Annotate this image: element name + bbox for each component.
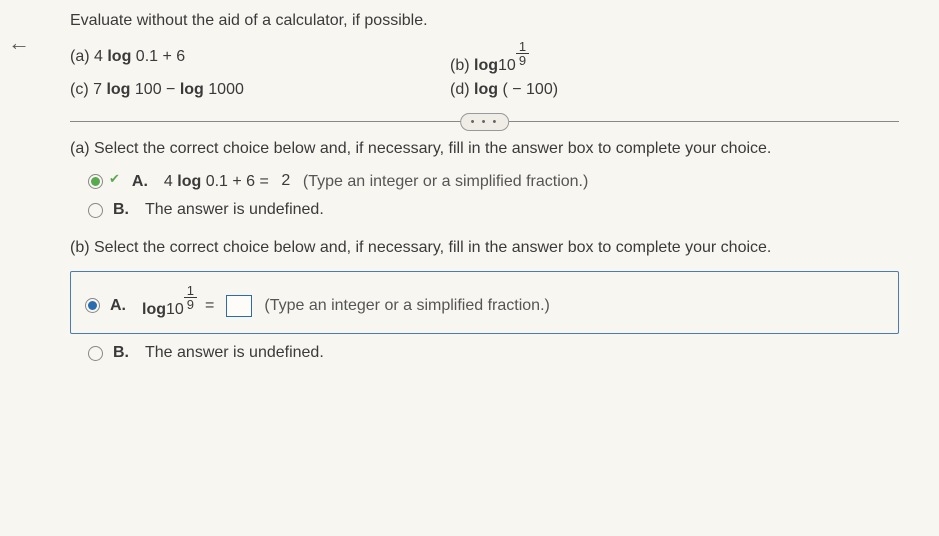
more-dots-icon[interactable]: • • •	[460, 113, 510, 131]
part-b-choice-a[interactable]: A. log 1019 = (Type an integer or a simp…	[85, 292, 884, 319]
choice-letter: A.	[110, 297, 128, 315]
problem-b: (b) log 1019	[450, 48, 899, 75]
problem-c: (c) 7 log 100 − log 1000	[70, 81, 450, 99]
choice-letter: A.	[132, 173, 150, 191]
radio-b-a[interactable]	[85, 298, 100, 313]
part-b-intro: (b) Select the correct choice below and,…	[70, 239, 899, 257]
choice-a-expr: 4 log 0.1 + 6 =	[164, 173, 269, 191]
prompt-text: Evaluate without the aid of a calculator…	[70, 12, 899, 30]
expr-log: log	[107, 48, 131, 65]
part-a-choice-a[interactable]: ✔ A. 4 log 0.1 + 6 = 2 (Type an integer …	[88, 172, 899, 191]
check-icon: ✔	[109, 171, 120, 187]
problem-d-label: (d)	[450, 81, 470, 98]
frac-den: 9	[184, 298, 197, 311]
problem-d: (d) log ( − 100)	[450, 81, 899, 99]
choice-hint: (Type an integer or a simplified fractio…	[303, 173, 588, 191]
problem-a: (a) 4 log 0.1 + 6	[70, 48, 450, 75]
problem-row-1: (a) 4 log 0.1 + 6 (b) log 1019	[70, 48, 899, 75]
choice-hint: (Type an integer or a simplified fractio…	[264, 297, 549, 315]
choice-bb-text: The answer is undefined.	[145, 344, 324, 362]
problem-a-label: (a)	[70, 48, 90, 65]
part-b-selected-group: A. log 1019 = (Type an integer or a simp…	[70, 271, 899, 334]
answer-value-a: 2	[277, 172, 295, 191]
problem-a-expr: 4 log 0.1 + 6	[94, 48, 185, 65]
radio-b-b[interactable]	[88, 346, 103, 361]
section-divider: • • •	[70, 121, 899, 122]
part-a-choice-b[interactable]: B. The answer is undefined.	[88, 201, 899, 219]
choice-b-text: The answer is undefined.	[145, 201, 324, 219]
problem-row-2: (c) 7 log 100 − log 1000 (d) log ( − 100…	[70, 81, 899, 99]
choice-letter: B.	[113, 201, 131, 219]
radio-a-a[interactable]	[88, 174, 103, 189]
problem-c-label: (c)	[70, 81, 89, 98]
frac-num: 1	[516, 40, 529, 54]
expr-text: 4	[94, 48, 107, 65]
problem-d-expr: log ( − 100)	[474, 81, 558, 98]
part-b-choice-b[interactable]: B. The answer is undefined.	[88, 344, 899, 362]
expr-base: 10	[498, 57, 516, 75]
expr-text: 0.1 + 6	[131, 48, 185, 65]
frac-den: 9	[516, 54, 529, 67]
frac-num: 1	[184, 284, 197, 298]
part-a-intro: (a) Select the correct choice below and,…	[70, 140, 899, 158]
exponent-fraction: 19	[184, 284, 197, 311]
choice-b-a-expr: log 1019	[142, 292, 197, 319]
exponent-fraction: 19	[516, 40, 529, 67]
answer-input-b[interactable]	[226, 295, 252, 317]
back-arrow-icon[interactable]: ←	[8, 30, 30, 56]
expr-log: log	[474, 57, 498, 75]
radio-a-b[interactable]	[88, 203, 103, 218]
equals-text: =	[205, 297, 214, 315]
problem-b-label: (b)	[450, 57, 470, 74]
problem-c-expr: 7 log 100 − log 1000	[93, 81, 244, 98]
question-content: Evaluate without the aid of a calculator…	[0, 0, 939, 392]
problem-b-expr: log 1019	[474, 48, 529, 75]
choice-letter: B.	[113, 344, 131, 362]
